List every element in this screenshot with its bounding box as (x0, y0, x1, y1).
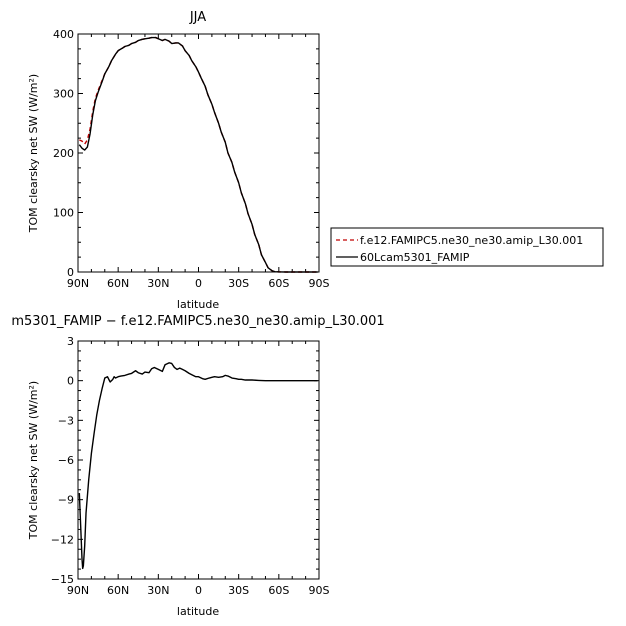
bottom-x-tick-label: 30S (228, 584, 249, 597)
legend-box (330, 227, 604, 267)
top-plot-frame (77, 33, 320, 273)
top-panel: JJA 90N 60N 30N 0 30S 60S 90S 0 100 200 300 400 lat… (27, 10, 330, 311)
top-x-tick-label: 30S (228, 277, 249, 290)
bottom-x-tick-label: 30N (147, 584, 169, 597)
top-x-tick-label: 60S (268, 277, 289, 290)
top-y-tick-label: 100 (53, 207, 74, 220)
bottom-y-tick-label: −6 (58, 454, 74, 467)
bottom-panel: m5301_FAMIP − f.e12.FAMIPC5.ne30_ne30.am… (11, 314, 384, 618)
bottom-x-axis-label: latitude (177, 605, 219, 618)
legend-label-series-2: 60Lcam5301_FAMIP (360, 251, 470, 264)
bottom-y-tick-label: −12 (51, 533, 74, 546)
top-series-line-2 (78, 36, 318, 273)
top-series-group (78, 36, 318, 273)
bottom-series-group (78, 362, 318, 570)
bottom-y-tick-label: −15 (51, 573, 74, 586)
legend-label-series-1: f.e12.FAMIPC5.ne30_ne30.amip_L30.001 (360, 234, 583, 247)
bottom-series-line-1 (78, 362, 318, 570)
top-x-tick-label: 30N (147, 277, 169, 290)
bottom-y-axis-label: TOM clearsky net SW (W/m²) (27, 381, 40, 540)
top-x-tick-label: 90S (309, 277, 330, 290)
bottom-y-tick-label: 0 (67, 375, 74, 388)
top-x-tick-label: 0 (195, 277, 202, 290)
bottom-x-tick-label: 90N (67, 584, 89, 597)
bottom-chart-title: m5301_FAMIP − f.e12.FAMIPC5.ne30_ne30.am… (11, 314, 384, 329)
bottom-x-tick-label: 60N (107, 584, 129, 597)
bottom-y-tick-label: −9 (58, 494, 74, 507)
top-x-tick-label: 90N (67, 277, 89, 290)
bottom-y-tick-label: −3 (58, 414, 74, 427)
top-y-tick-label: 400 (53, 28, 74, 41)
top-chart-title: JJA (189, 10, 206, 25)
bottom-x-tick-label: 0 (195, 584, 202, 597)
top-y-axis-label: TOM clearsky net SW (W/m²) (27, 74, 40, 233)
top-ticks: 90N 60N 30N 0 30S 60S 90S 0 100 200 300 400 (53, 28, 330, 290)
top-y-tick-label: 300 (53, 88, 74, 101)
top-y-tick-label: 0 (67, 266, 74, 279)
top-x-tick-label: 60N (107, 277, 129, 290)
legend: f.e12.FAMIPC5.ne30_ne30.amip_L30.001 60L… (330, 227, 604, 267)
bottom-ticks: 90N 60N 30N 0 30S 60S 90S 3 0 −3 −6 −9 −12 −15 (51, 335, 330, 597)
bottom-x-tick-label: 90S (309, 584, 330, 597)
bottom-x-tick-label: 60S (268, 584, 289, 597)
top-x-axis-label: latitude (177, 298, 219, 311)
top-y-tick-label: 200 (53, 147, 74, 160)
bottom-y-tick-label: 3 (67, 335, 74, 348)
